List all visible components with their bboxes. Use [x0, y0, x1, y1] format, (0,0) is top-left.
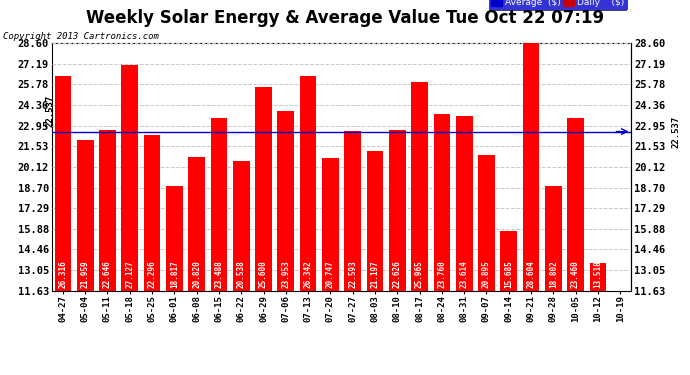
Bar [188, 157, 205, 291]
Bar [299, 76, 317, 291]
Text: 20.895: 20.895 [482, 261, 491, 288]
Bar [144, 135, 160, 291]
Text: 26.316: 26.316 [59, 261, 68, 288]
Text: 22.537: 22.537 [45, 95, 54, 127]
Text: 13.518: 13.518 [593, 261, 602, 288]
Bar [500, 231, 517, 291]
Text: 23.614: 23.614 [460, 261, 469, 288]
Text: 23.488: 23.488 [215, 261, 224, 288]
Text: 15.685: 15.685 [504, 261, 513, 288]
Text: Weekly Solar Energy & Average Value Tue Oct 22 07:19: Weekly Solar Energy & Average Value Tue … [86, 9, 604, 27]
Text: 22.646: 22.646 [103, 261, 112, 288]
Bar [99, 130, 116, 291]
Text: 25.600: 25.600 [259, 261, 268, 288]
Legend: Average  ($), Daily    ($): Average ($), Daily ($) [489, 0, 627, 10]
Text: 18.802: 18.802 [549, 261, 558, 288]
Bar [433, 114, 451, 291]
Bar [277, 111, 294, 291]
Bar [210, 118, 227, 291]
Text: 20.820: 20.820 [192, 261, 201, 288]
Text: 23.953: 23.953 [282, 261, 290, 288]
Bar [478, 156, 495, 291]
Text: 23.760: 23.760 [437, 261, 446, 288]
Text: 22.626: 22.626 [393, 261, 402, 288]
Text: 22.296: 22.296 [148, 261, 157, 288]
Text: 18.817: 18.817 [170, 261, 179, 288]
Text: 22.593: 22.593 [348, 261, 357, 288]
Text: 21.959: 21.959 [81, 261, 90, 288]
Bar [322, 158, 339, 291]
Text: Copyright 2013 Cartronics.com: Copyright 2013 Cartronics.com [3, 32, 159, 41]
Text: 20.538: 20.538 [237, 261, 246, 288]
Bar [411, 81, 428, 291]
Bar [121, 64, 138, 291]
Bar [567, 118, 584, 291]
Text: 26.342: 26.342 [304, 261, 313, 288]
Bar [523, 43, 540, 291]
Bar [366, 151, 384, 291]
Text: 21.197: 21.197 [371, 261, 380, 288]
Bar [55, 76, 71, 291]
Text: 23.460: 23.460 [571, 261, 580, 288]
Bar [233, 161, 250, 291]
Bar [166, 186, 183, 291]
Text: 20.747: 20.747 [326, 261, 335, 288]
Text: 22.537: 22.537 [672, 116, 681, 148]
Text: 27.127: 27.127 [126, 261, 135, 288]
Bar [344, 131, 361, 291]
Bar [255, 87, 272, 291]
Bar [389, 130, 406, 291]
Bar [77, 140, 94, 291]
Bar [589, 263, 607, 291]
Text: 25.965: 25.965 [415, 261, 424, 288]
Bar [456, 116, 473, 291]
Bar [545, 186, 562, 291]
Text: 28.604: 28.604 [526, 261, 535, 288]
